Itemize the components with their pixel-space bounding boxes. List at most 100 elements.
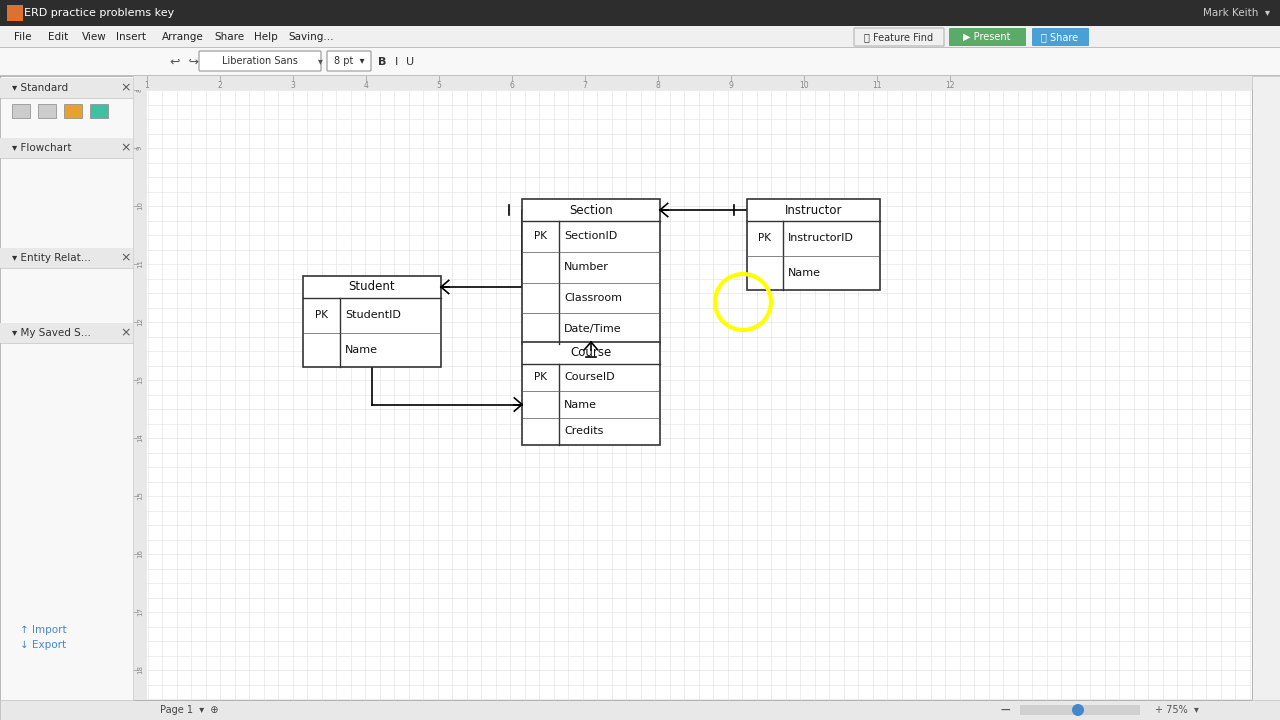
Text: 8: 8 — [655, 81, 660, 91]
Text: ▾ Entity Relat...: ▾ Entity Relat... — [12, 253, 91, 263]
FancyBboxPatch shape — [854, 28, 945, 46]
Text: ↑ Import: ↑ Import — [20, 625, 67, 635]
Bar — [0, 248, 133, 268]
FancyBboxPatch shape — [1032, 28, 1089, 46]
Bar — [133, 90, 1252, 700]
Text: Edit: Edit — [49, 32, 68, 42]
Bar — [748, 199, 881, 290]
Text: Classroom: Classroom — [564, 293, 622, 303]
Text: ↓ Export: ↓ Export — [20, 640, 67, 650]
Text: PK: PK — [315, 310, 328, 320]
Text: 12: 12 — [137, 318, 143, 326]
Text: Insert: Insert — [116, 32, 146, 42]
Text: Mark Keith  ▾: Mark Keith ▾ — [1203, 8, 1270, 18]
Text: 2: 2 — [218, 81, 223, 91]
Bar — [64, 104, 82, 118]
Text: Name: Name — [564, 400, 598, 410]
Text: PK: PK — [759, 233, 772, 243]
Text: 🔗 Share: 🔗 Share — [1042, 32, 1079, 42]
Bar — [6, 5, 23, 21]
Text: ▾: ▾ — [317, 56, 323, 66]
Text: I: I — [394, 57, 398, 67]
Text: 11: 11 — [137, 259, 143, 269]
Text: Name: Name — [788, 268, 820, 278]
Bar — [0, 0, 1280, 26]
Text: ×: × — [120, 81, 131, 94]
Text: Saving...: Saving... — [288, 32, 334, 42]
Text: ×: × — [120, 142, 131, 155]
Text: 3: 3 — [291, 81, 296, 91]
Text: ↩  ↪: ↩ ↪ — [170, 55, 198, 68]
Text: File: File — [14, 32, 32, 42]
Text: 17: 17 — [137, 608, 143, 616]
Text: 16: 16 — [137, 549, 143, 559]
Bar — [1020, 705, 1140, 715]
Bar — [133, 76, 1280, 90]
Text: Credits: Credits — [564, 426, 604, 436]
Text: ▾ Standard: ▾ Standard — [12, 83, 68, 93]
Text: Help: Help — [253, 32, 278, 42]
Text: Share: Share — [214, 32, 244, 42]
Text: Liberation Sans: Liberation Sans — [221, 56, 298, 66]
Text: Date/Time: Date/Time — [564, 323, 622, 333]
Text: 11: 11 — [872, 81, 882, 91]
Text: 14: 14 — [137, 433, 143, 442]
FancyBboxPatch shape — [948, 28, 1027, 46]
Bar — [0, 323, 133, 343]
Text: Arrange: Arrange — [163, 32, 204, 42]
Bar — [0, 138, 133, 158]
Bar — [303, 276, 442, 367]
Text: ×: × — [120, 326, 131, 340]
Text: 15: 15 — [137, 492, 143, 500]
Bar — [0, 700, 1280, 720]
Text: PK: PK — [534, 231, 547, 241]
Text: Name: Name — [346, 345, 379, 355]
Text: Page 1  ▾  ⊕: Page 1 ▾ ⊕ — [160, 705, 219, 715]
Text: 1: 1 — [145, 81, 150, 91]
Text: Number: Number — [564, 262, 609, 272]
Text: InstructorID: InstructorID — [788, 233, 854, 243]
Bar — [1252, 76, 1280, 720]
Text: Section: Section — [570, 204, 613, 217]
Text: U: U — [406, 57, 413, 67]
Text: 7: 7 — [582, 81, 588, 91]
Text: ×: × — [120, 251, 131, 264]
Text: 4: 4 — [364, 81, 369, 91]
Bar — [90, 104, 108, 118]
Bar — [12, 104, 29, 118]
Text: 18: 18 — [137, 665, 143, 675]
Bar — [0, 47, 1280, 48]
Text: −: − — [1000, 703, 1011, 717]
Text: 6: 6 — [509, 81, 515, 91]
Bar — [0, 75, 1280, 76]
Text: Student: Student — [348, 281, 396, 294]
Text: 13: 13 — [137, 376, 143, 384]
Text: 8: 8 — [137, 88, 143, 92]
Circle shape — [1073, 704, 1084, 716]
Bar — [0, 26, 1280, 48]
Text: 10: 10 — [137, 202, 143, 210]
Text: 12: 12 — [945, 81, 955, 91]
Text: CourseID: CourseID — [564, 372, 614, 382]
Text: 9: 9 — [137, 145, 143, 150]
Text: ERD practice problems key: ERD practice problems key — [24, 8, 174, 18]
Text: 10: 10 — [799, 81, 809, 91]
Bar — [0, 76, 133, 720]
FancyBboxPatch shape — [198, 51, 321, 71]
Text: ▾ Flowchart: ▾ Flowchart — [12, 143, 72, 153]
Text: 8 pt  ▾: 8 pt ▾ — [334, 56, 365, 66]
Text: 5: 5 — [436, 81, 442, 91]
Bar — [522, 342, 660, 445]
Bar — [0, 48, 1280, 76]
Bar — [0, 78, 133, 98]
Bar — [133, 90, 147, 700]
Text: + 75%  ▾: + 75% ▾ — [1155, 705, 1199, 715]
Text: SectionID: SectionID — [564, 231, 617, 241]
Text: Course: Course — [571, 346, 612, 359]
Text: PK: PK — [534, 372, 547, 382]
Text: 🔍 Feature Find: 🔍 Feature Find — [864, 32, 933, 42]
Text: ▾ My Saved S...: ▾ My Saved S... — [12, 328, 91, 338]
Text: ▶ Present: ▶ Present — [964, 32, 1011, 42]
Bar — [522, 199, 660, 344]
Text: 9: 9 — [728, 81, 733, 91]
